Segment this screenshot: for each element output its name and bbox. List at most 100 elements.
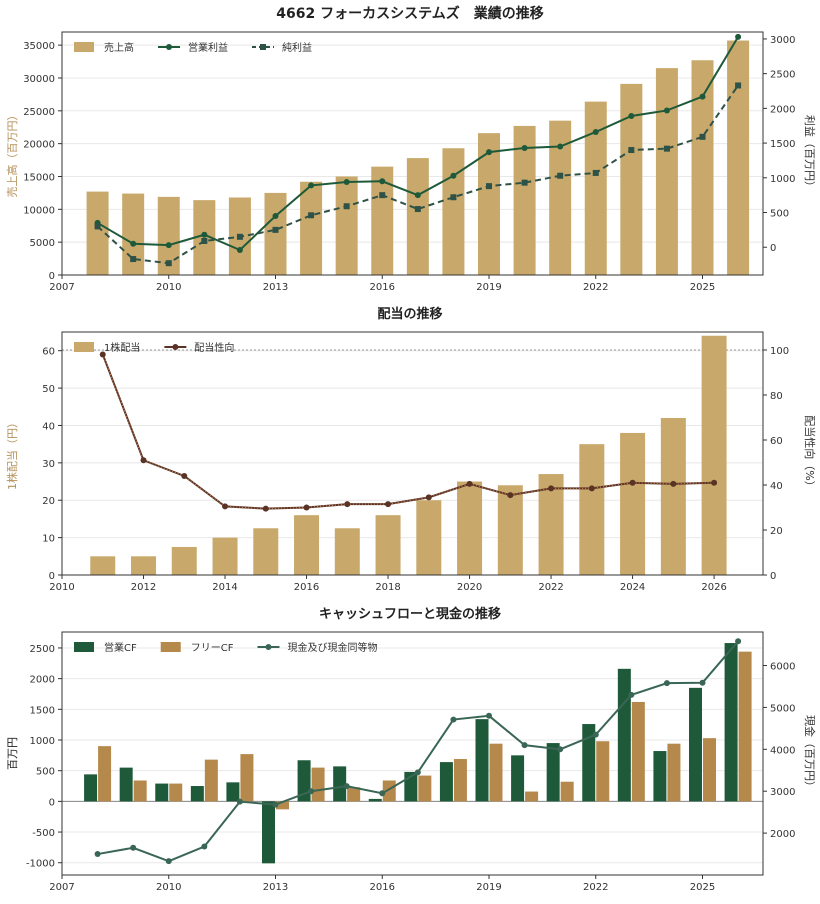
bar-フリーCF-2021 <box>560 781 574 802</box>
y-left-tick-label: 15000 <box>23 172 55 183</box>
y-right-tick-label: 0 <box>770 571 776 582</box>
y-left-tick-label: 1000 <box>30 736 55 747</box>
point-配当性向-2023 <box>588 485 595 492</box>
bar-フリーCF-2018 <box>453 759 467 802</box>
x-tick-label: 2016 <box>370 282 395 293</box>
y-left-tick-label: 35000 <box>23 41 55 52</box>
bar-営業CF-2026 <box>724 643 738 802</box>
y-right-tick-label: 2500 <box>770 70 795 81</box>
y-right-tick-label: 3000 <box>770 787 795 798</box>
bar-1株配当-2019 <box>416 500 442 575</box>
bar-営業CF-2013 <box>262 801 276 864</box>
y-right-tick-label: 2000 <box>770 104 795 115</box>
legend-label-売上高: 売上高 <box>104 41 134 54</box>
bar-1株配当-2026 <box>701 335 727 575</box>
y-left-tick-label: 25000 <box>23 107 55 118</box>
bar-営業CF-2023 <box>617 668 631 802</box>
y-left-tick-label: 10000 <box>23 205 55 216</box>
legend-swatch-売上高 <box>74 42 94 52</box>
x-tick-label: 2025 <box>690 282 715 293</box>
point-純利益-2009 <box>130 256 137 263</box>
x-tick-label: 2018 <box>375 582 400 593</box>
bar-売上高-2010 <box>157 196 180 275</box>
legend-marker <box>260 44 266 50</box>
bar-フリーCF-2026 <box>738 651 752 802</box>
plot-frame <box>61 331 764 576</box>
x-tick-label: 2013 <box>263 882 288 893</box>
x-tick-label: 2024 <box>620 582 645 593</box>
point-純利益-2008 <box>94 223 101 230</box>
chart-title: 配当の推移 <box>377 306 442 322</box>
bar-営業CF-2016 <box>368 798 382 802</box>
y-right-tick-label: 5000 <box>770 703 795 714</box>
y-left-tick-label: 5000 <box>30 238 55 249</box>
point-純利益-2010 <box>165 260 172 267</box>
y-right-tick-label: 100 <box>770 346 789 357</box>
legend-marker <box>172 344 179 350</box>
point-現金及び現金同等物-2020 <box>521 742 528 749</box>
point-純利益-2024 <box>663 145 670 152</box>
bar-売上高-2013 <box>264 192 287 275</box>
bar-営業CF-2012 <box>226 782 240 802</box>
point-純利益-2016 <box>379 192 386 199</box>
y-right-axis-label: 利益（百万円） <box>803 115 817 192</box>
bar-営業CF-2022 <box>582 724 596 802</box>
point-営業利益-2015 <box>343 178 350 185</box>
bar-売上高-2015 <box>335 176 358 275</box>
bar-売上高-2009 <box>122 193 145 275</box>
point-純利益-2015 <box>343 203 350 210</box>
point-純利益-2022 <box>592 169 599 176</box>
bar-売上高-2014 <box>300 181 323 275</box>
point-純利益-2011 <box>201 237 208 244</box>
x-tick-label: 2019 <box>476 282 501 293</box>
y-left-tick-label: 40 <box>42 421 55 432</box>
bar-営業CF-2010 <box>155 783 169 802</box>
bar-1株配当-2025 <box>660 417 686 575</box>
y-left-axis-label: 百万円 <box>6 737 19 770</box>
point-純利益-2018 <box>450 194 457 201</box>
y-left-tick-label: 60 <box>42 347 55 358</box>
point-現金及び現金同等物-2022 <box>592 731 599 738</box>
point-配当性向-2022 <box>548 485 555 492</box>
point-純利益-2014 <box>308 212 315 219</box>
bar-営業CF-2009 <box>119 767 133 802</box>
point-営業利益-2011 <box>201 231 208 238</box>
bar-売上高-2008 <box>86 191 109 275</box>
bar-フリーCF-2010 <box>169 783 183 802</box>
y-left-tick-label: -1000 <box>26 859 55 870</box>
panel-cashflow: キャッシュフローと現金の推移 2007 2010 2013 2016 2019 2022 20… <box>6 606 817 893</box>
x-tick-label: 2010 <box>156 882 181 893</box>
legend-label-純利益: 純利益 <box>282 41 312 54</box>
point-営業利益-2010 <box>165 242 172 249</box>
chart-title: 4662 フォーカスシステムズ 業績の推移 <box>276 5 543 22</box>
x-tick-label: 2012 <box>131 582 156 593</box>
bar-売上高-2025 <box>691 60 714 275</box>
point-純利益-2019 <box>486 183 493 190</box>
bar-売上高-2020 <box>513 125 536 275</box>
bar-1株配当-2015 <box>253 528 279 575</box>
point-営業利益-2013 <box>272 212 279 219</box>
x-tick-label: 2007 <box>49 882 74 893</box>
point-純利益-2020 <box>521 179 528 186</box>
bar-売上高-2026 <box>727 40 750 275</box>
legend-label-営業利益: 営業利益 <box>188 41 228 54</box>
bar-1株配当-2024 <box>620 432 646 575</box>
point-現金及び現金同等物-2012 <box>236 798 243 805</box>
point-現金及び現金同等物-2026 <box>735 638 742 645</box>
bar-フリーCF-2016 <box>382 780 396 802</box>
point-純利益-2017 <box>414 206 421 213</box>
y-right-tick-label: 40 <box>770 481 783 492</box>
legend-marker <box>166 44 172 50</box>
bar-売上高-2018 <box>442 148 465 275</box>
x-tick-label: 2022 <box>583 282 608 293</box>
x-tick-label: 2022 <box>538 582 563 593</box>
point-配当性向-2026 <box>711 479 718 486</box>
y-right-axis-label: 現金（百万円） <box>803 715 817 792</box>
x-tick-label: 2014 <box>212 582 237 593</box>
y-left-axis-label: 1株配当（円） <box>5 417 19 490</box>
bar-売上高-2023 <box>620 83 643 275</box>
bar-営業CF-2024 <box>653 751 667 802</box>
y-left-tick-label: -500 <box>32 828 55 839</box>
